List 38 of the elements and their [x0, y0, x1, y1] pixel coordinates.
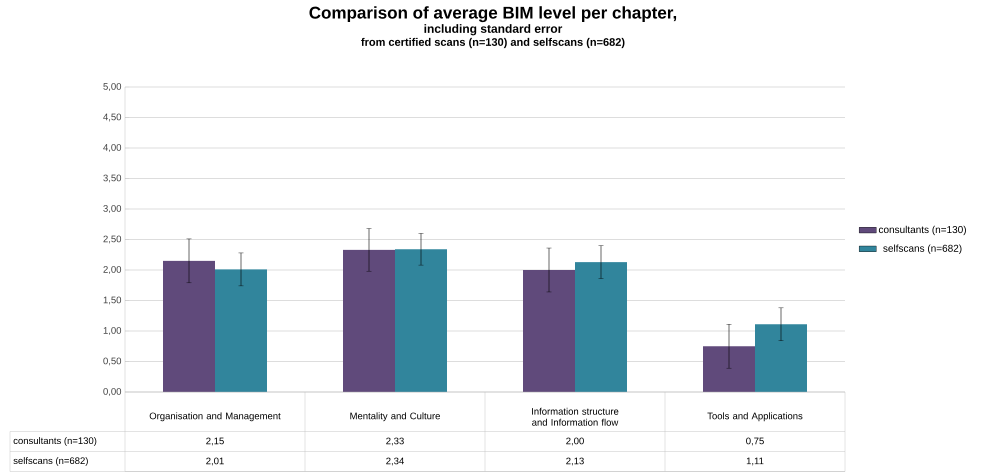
bar	[755, 324, 808, 392]
bar	[523, 270, 575, 392]
x-tick-label: Information structure and Information flow	[532, 408, 618, 426]
y-tick-label: 2,50	[103, 236, 122, 244]
y-tick-label: 4,00	[103, 144, 122, 152]
chart-subtitle: including standard error	[424, 24, 562, 36]
bar	[395, 249, 447, 392]
bar	[575, 262, 627, 392]
x-tick-label: Mentality and Culture	[350, 412, 440, 422]
text: consultants (n=130)	[14, 437, 96, 446]
y-tick-label: 0,00	[103, 388, 122, 396]
data-label: 2,13	[566, 458, 584, 466]
x-tick-label: Organisation and Management	[150, 412, 281, 422]
bar	[163, 260, 216, 392]
data-label: 2,00	[566, 438, 584, 446]
y-tick-label: 2,00	[103, 266, 122, 274]
text: from certified scans (n=130) and selfscans (n=682)	[361, 38, 624, 48]
x-tick-label: Tools and Applications	[707, 412, 802, 422]
y-tick-label: 1,00	[104, 327, 122, 335]
chart-title: Comparison of average BIM level per chapter,	[309, 6, 676, 22]
bar	[703, 346, 755, 392]
y-tick-label: 0,50	[103, 358, 122, 366]
bar	[343, 250, 395, 392]
y-tick-label: 1,50	[104, 296, 122, 304]
bar	[215, 269, 267, 392]
y-tick-label: 3,50	[103, 174, 122, 182]
data-label: 2,15	[206, 438, 224, 446]
legend-label: selfscans (n=682)	[883, 244, 962, 254]
data-label: 0,75	[746, 438, 764, 446]
data-label: 2,01	[206, 458, 224, 466]
text: selfscans (n=682)	[13, 457, 88, 466]
legend-label: consultants (n=130)	[878, 226, 966, 236]
data-label: 2,33	[386, 438, 404, 446]
data-label: 1,11	[746, 458, 764, 466]
y-tick-label: 3,00	[103, 205, 122, 213]
y-tick-label: 5,00	[103, 83, 122, 91]
y-tick-label: 4,50	[103, 114, 122, 122]
data-label: 2,34	[386, 458, 404, 466]
